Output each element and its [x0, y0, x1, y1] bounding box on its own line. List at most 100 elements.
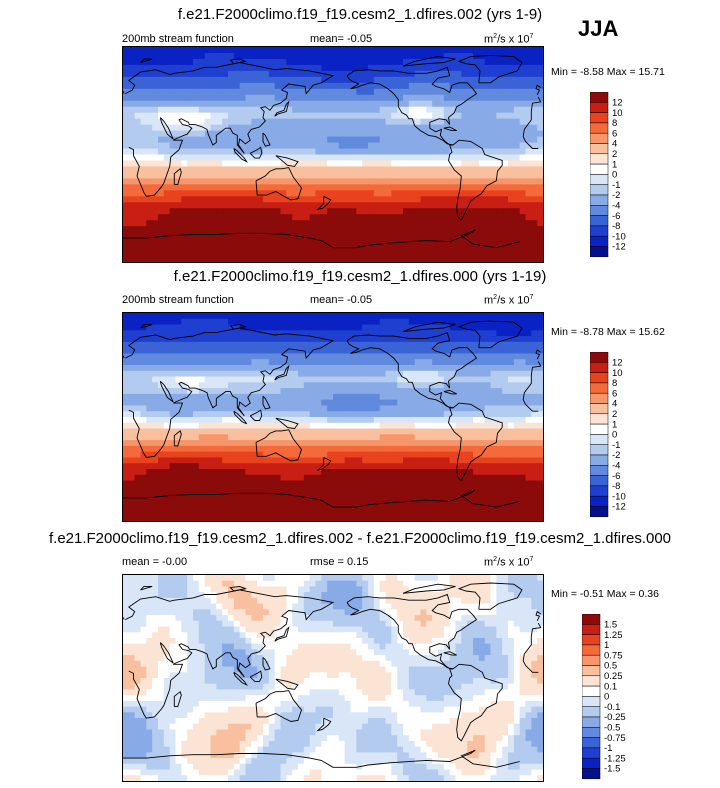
map-cell — [228, 480, 235, 487]
map-cell — [146, 184, 153, 191]
map-cell — [315, 445, 322, 453]
panel2-mean-label: mean= -0.05 — [310, 294, 373, 306]
map-cell — [449, 76, 457, 84]
map-cell — [309, 405, 317, 412]
map-cell — [315, 486, 322, 493]
map-cell — [239, 214, 247, 221]
map-cell — [123, 440, 130, 447]
map-cell — [239, 382, 247, 389]
map-cell — [321, 422, 328, 430]
map-cell — [531, 106, 538, 114]
map-cell — [198, 226, 206, 233]
map-cell — [455, 166, 462, 174]
map-cell — [140, 313, 147, 320]
map-cell — [467, 399, 474, 407]
map-cell — [140, 142, 147, 150]
map-cell — [502, 365, 509, 372]
map-cell — [187, 58, 194, 66]
map-cell — [198, 136, 206, 144]
map-cell — [385, 184, 392, 191]
map-cell — [228, 178, 235, 185]
map-cell — [397, 232, 404, 239]
map-cell — [531, 47, 538, 54]
map-cell — [263, 208, 270, 215]
map-cell — [268, 428, 276, 435]
map-cell — [513, 52, 521, 60]
map-cell — [321, 451, 328, 459]
map-cell — [373, 417, 381, 424]
map-cell — [338, 94, 346, 102]
map-cell — [216, 136, 223, 144]
map-cell — [397, 492, 404, 499]
map-cell — [193, 440, 200, 447]
map-cell — [420, 353, 427, 360]
map-cell — [268, 370, 276, 378]
map-cell — [245, 457, 252, 464]
map-cell — [356, 393, 363, 401]
map-cell — [303, 336, 311, 343]
map-cell — [274, 190, 282, 197]
map-cell — [257, 411, 264, 418]
map-cell — [140, 232, 147, 239]
map-cell — [175, 376, 182, 383]
map-cell — [397, 428, 404, 435]
map-cell — [408, 232, 416, 239]
map-cell — [513, 492, 521, 499]
map-cell — [193, 88, 200, 96]
map-cell — [350, 365, 357, 372]
map-cell — [350, 130, 357, 138]
map-cell — [484, 52, 492, 60]
map-cell — [222, 226, 229, 233]
map-cell — [420, 82, 427, 90]
map-cell — [338, 393, 346, 401]
map-cell — [315, 365, 322, 372]
map-cell — [426, 70, 433, 78]
map-cell — [228, 250, 235, 257]
map-cell — [216, 428, 223, 435]
map-cell — [268, 497, 276, 505]
map-cell — [251, 422, 258, 430]
map-cell — [496, 226, 503, 233]
map-cell — [333, 64, 340, 72]
map-cell — [303, 130, 311, 138]
map-cell — [373, 244, 381, 251]
map-cell — [280, 393, 287, 401]
map-cell — [163, 353, 171, 360]
map-cell — [280, 486, 287, 493]
map-cell — [397, 393, 404, 401]
map-cell — [502, 58, 509, 66]
map-cell — [519, 474, 527, 482]
map-cell — [502, 160, 509, 168]
map-cell — [496, 492, 503, 499]
map-cell — [251, 160, 258, 168]
map-cell — [467, 353, 474, 360]
map-cell — [263, 100, 270, 108]
map-cell — [228, 220, 235, 227]
map-cell — [181, 365, 188, 372]
map-cell — [303, 370, 311, 378]
map-cell — [432, 256, 439, 262]
map-cell — [140, 330, 147, 337]
map-cell — [169, 250, 177, 257]
map-cell — [239, 417, 247, 424]
map-cell — [426, 399, 433, 407]
map-cell — [484, 202, 492, 209]
map-cell — [432, 160, 439, 168]
map-cell — [175, 336, 182, 343]
map-cell — [298, 497, 305, 505]
map-cell — [368, 58, 375, 66]
map-cell — [274, 463, 282, 470]
map-cell — [239, 347, 247, 355]
map-cell — [461, 238, 468, 245]
map-cell — [496, 434, 503, 441]
map-cell — [443, 52, 451, 60]
map-cell — [350, 52, 357, 60]
map-cell — [163, 154, 171, 162]
map-cell — [426, 250, 433, 257]
map-cell — [403, 411, 410, 418]
map-cell — [426, 172, 433, 179]
map-cell — [449, 440, 457, 447]
map-cell — [239, 190, 247, 197]
map-cell — [420, 469, 427, 476]
map-cell — [187, 184, 194, 191]
